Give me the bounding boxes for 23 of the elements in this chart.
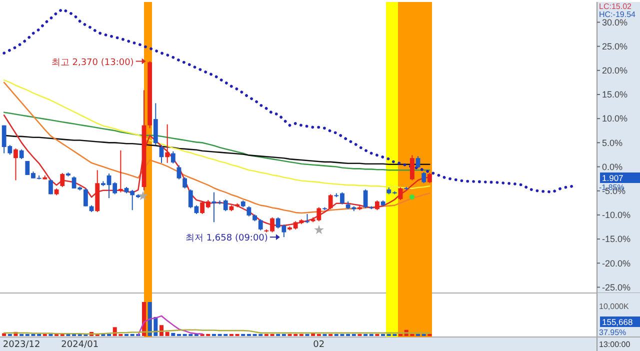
x-tick-label: 02: [313, 340, 325, 350]
y-tick-label: 30.0%: [602, 17, 628, 28]
y-tick-label: 20.0%: [602, 66, 628, 76]
annotation: 최고 2,370 (13:00): [51, 58, 134, 68]
y-tick-label: 5.0%: [602, 138, 623, 148]
y-tick-label: -10.0%: [602, 210, 631, 220]
text: 13:00:00: [599, 340, 631, 349]
text: 10,000K: [599, 302, 630, 311]
y-tick-label: -20.0%: [602, 258, 631, 268]
x-tick-label: 2024/01: [61, 340, 99, 350]
text: 155,668: [602, 317, 633, 327]
x-tick-label: 2023/12: [2, 340, 40, 350]
y-tick-label: 0.0%: [602, 162, 623, 172]
text: 1.907: [602, 173, 624, 183]
text: 37.95%: [599, 328, 626, 337]
y-tick-label: -25.0%: [602, 282, 631, 292]
y-tick-label: 10.0%: [602, 114, 628, 124]
text: LC:15.02: [599, 2, 632, 11]
y-tick-label: 15.0%: [602, 90, 628, 100]
annotation: 최저 1,658 (09:00): [185, 234, 268, 244]
y-tick-label: -15.0%: [602, 234, 631, 244]
y-tick-label: 25.0%: [602, 41, 628, 52]
text: HC:-19.54: [599, 10, 636, 19]
